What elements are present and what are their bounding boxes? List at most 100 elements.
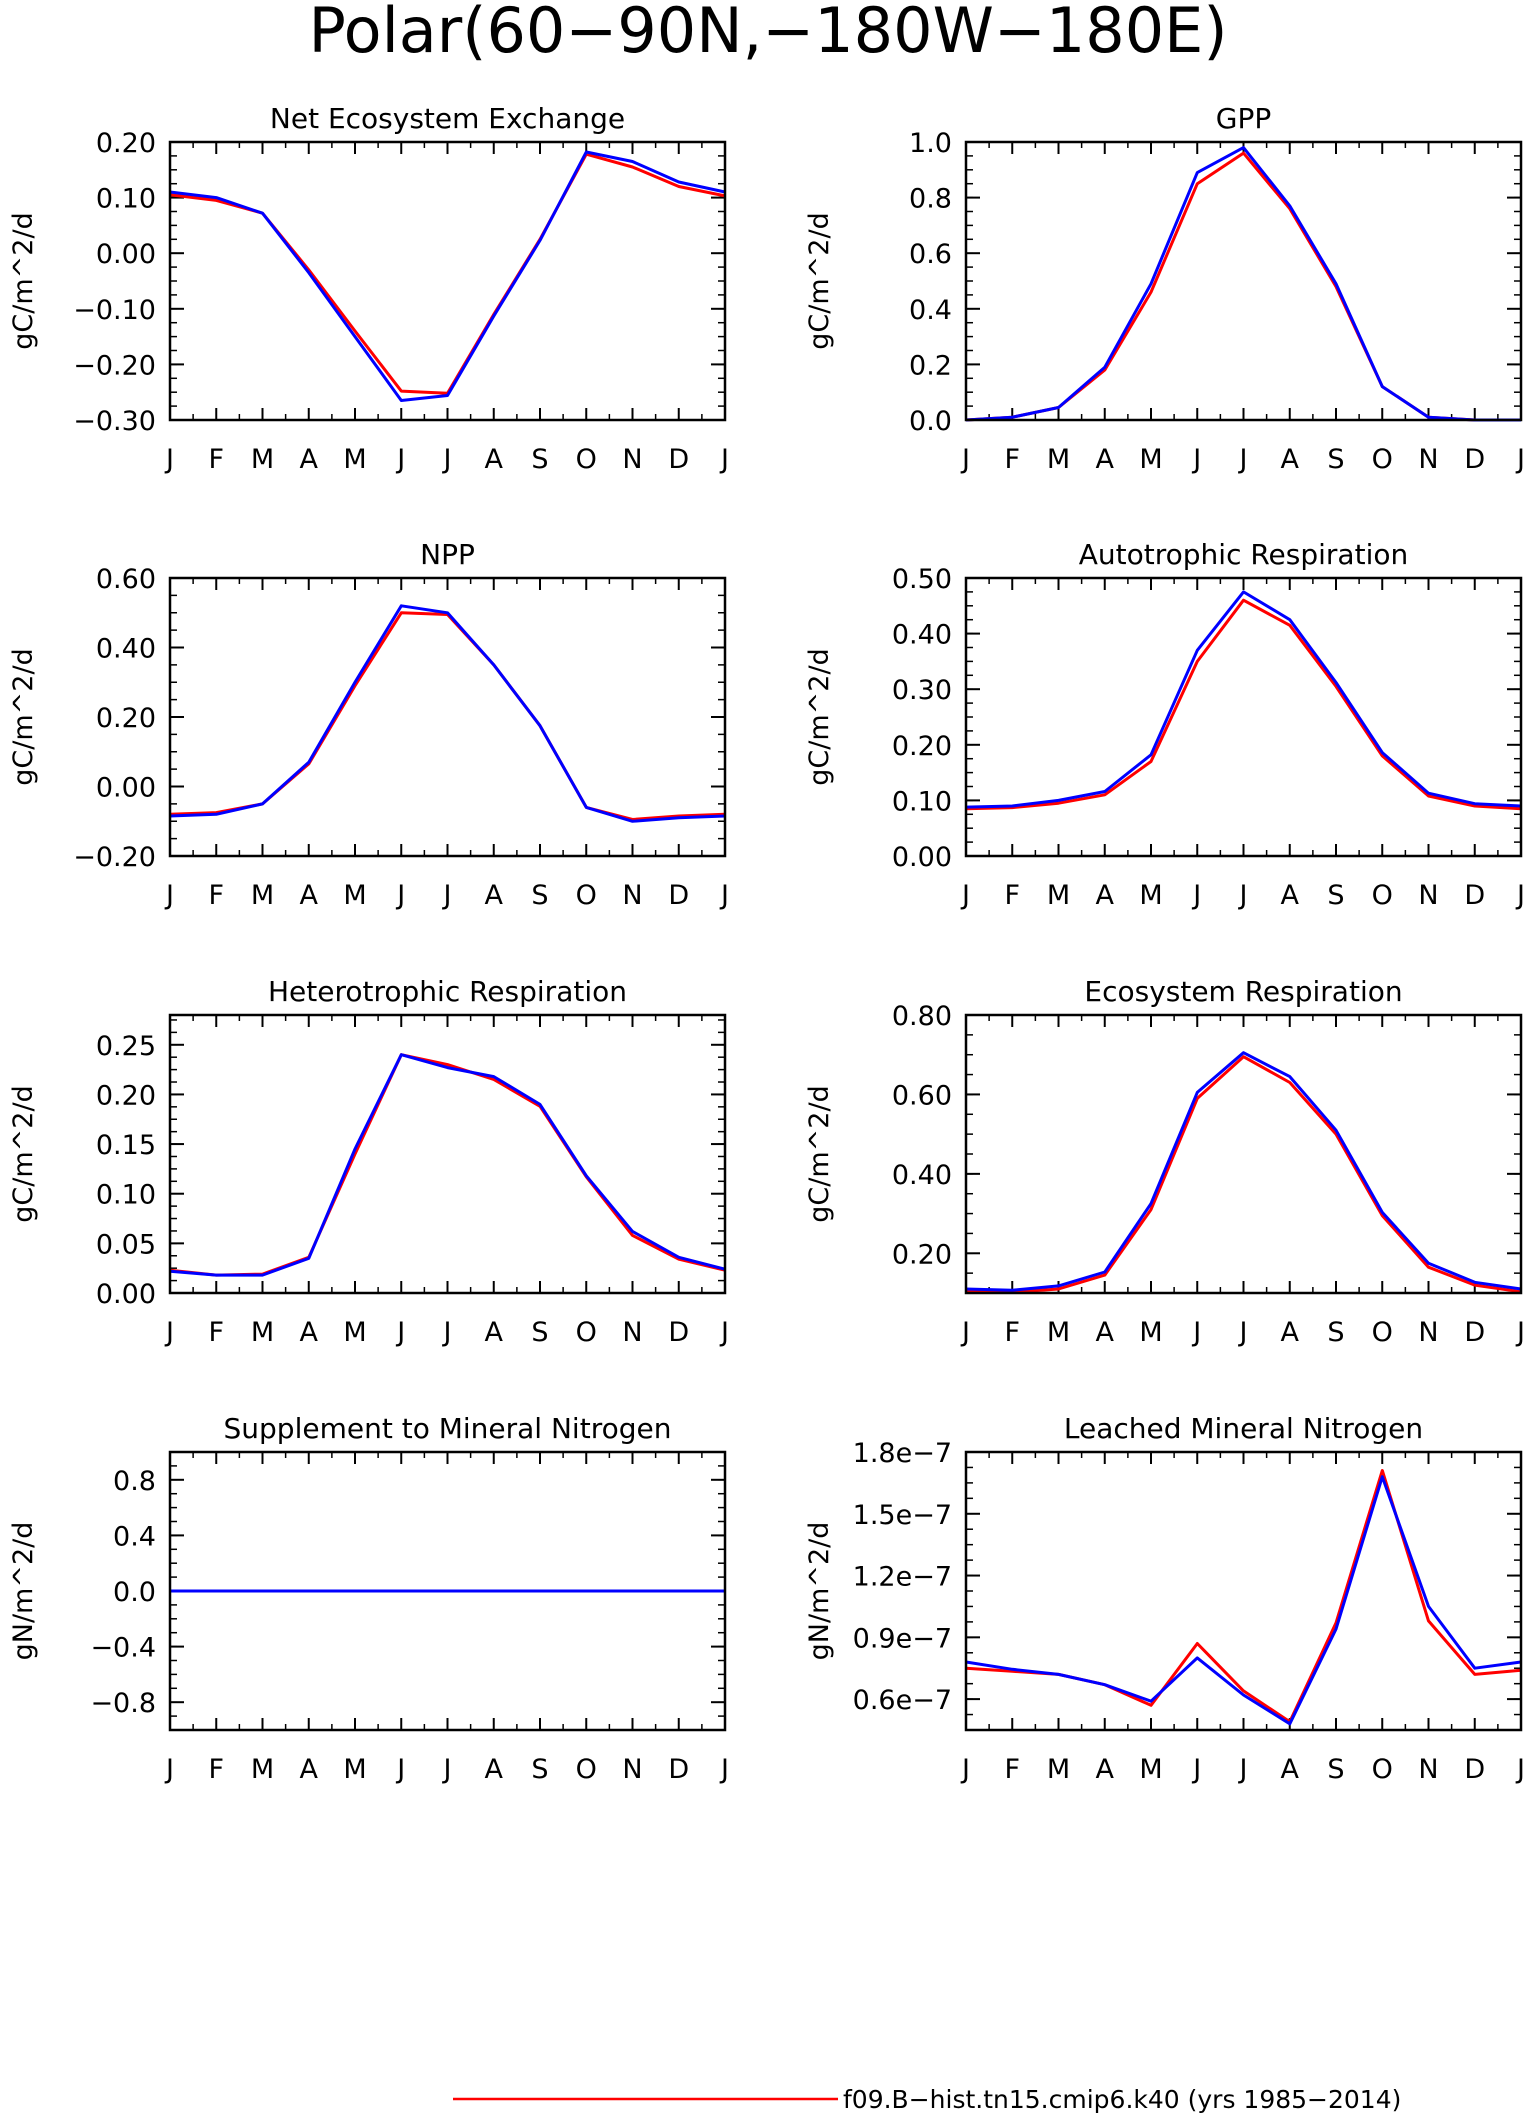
- x-tick-label: M: [343, 444, 366, 475]
- panel-title: Heterotrophic Respiration: [268, 975, 627, 1008]
- x-tick-label: S: [531, 1754, 548, 1785]
- series-line: [965, 146, 1521, 422]
- x-tick-label: J: [395, 444, 405, 475]
- x-tick-label: N: [622, 444, 642, 475]
- series-line: [169, 604, 726, 823]
- chart-panel: Supplement to Mineral Nitrogen gN/m^2/d J F…: [8, 1412, 729, 1785]
- x-tick-label: A: [485, 880, 504, 911]
- x-tick-label: J: [719, 1317, 729, 1348]
- y-axis-label: gC/m^2/d: [8, 1085, 39, 1222]
- x-tick-label: M: [343, 880, 366, 911]
- x-tick-label: J: [164, 880, 174, 911]
- x-tick-label: J: [1515, 1317, 1525, 1348]
- x-tick-label: D: [668, 444, 689, 475]
- x-tick-label: J: [1515, 444, 1525, 475]
- y-tick-label: 0.9e−7: [853, 1623, 952, 1654]
- x-tick-label: A: [1096, 444, 1115, 475]
- plot-frame: [964, 576, 1523, 858]
- y-tick-label: 1.0: [909, 128, 952, 159]
- plot-frame: [168, 1450, 727, 1732]
- x-tick-label: N: [1418, 444, 1438, 475]
- x-tick-label: F: [208, 444, 224, 475]
- x-tick-label: A: [1281, 1754, 1300, 1785]
- x-tick-label: J: [1515, 1754, 1525, 1785]
- y-tick-label: 0.40: [892, 620, 952, 651]
- y-tick-label: 0.8: [113, 1466, 156, 1497]
- x-tick-label: O: [576, 444, 597, 475]
- y-tick-label: 0.4: [909, 295, 952, 326]
- y-tick-label: 0.4: [113, 1521, 156, 1552]
- x-tick-label: J: [960, 1754, 970, 1785]
- y-axis-label: gC/m^2/d: [8, 212, 39, 349]
- x-tick-label: J: [719, 1754, 729, 1785]
- x-tick-label: A: [1096, 1754, 1115, 1785]
- x-tick-label: J: [442, 1317, 452, 1348]
- y-tick-label: 0.00: [892, 842, 952, 873]
- y-tick-label: 0.00: [96, 239, 156, 270]
- panel-title: Leached Mineral Nitrogen: [1064, 1412, 1423, 1445]
- x-tick-label: J: [960, 444, 970, 475]
- y-tick-label: 0.40: [892, 1160, 952, 1191]
- x-tick-label: A: [485, 1317, 504, 1348]
- x-tick-label: J: [960, 880, 970, 911]
- x-tick-label: A: [1281, 444, 1300, 475]
- x-tick-label: D: [1464, 1317, 1485, 1348]
- y-tick-label: 0.10: [892, 786, 952, 817]
- x-tick-label: J: [1191, 1317, 1201, 1348]
- x-tick-label: S: [1327, 444, 1344, 475]
- x-tick-label: M: [1139, 444, 1162, 475]
- series-line: [169, 152, 726, 395]
- legend-label: f09.B−hist.tn15.cmip6.k40 (yrs 1985−2014…: [843, 2085, 1401, 2114]
- x-tick-label: J: [395, 880, 405, 911]
- x-tick-label: O: [1372, 1317, 1393, 1348]
- series-line: [169, 611, 726, 821]
- y-tick-label: 1.2e−7: [853, 1562, 952, 1593]
- plot-frame: [168, 140, 727, 422]
- x-tick-label: J: [960, 1317, 970, 1348]
- x-tick-label: D: [1464, 880, 1485, 911]
- x-tick-label: D: [668, 1754, 689, 1785]
- x-tick-label: J: [1191, 444, 1201, 475]
- x-tick-label: F: [208, 1754, 224, 1785]
- x-tick-label: J: [1515, 880, 1525, 911]
- y-tick-label: 1.8e−7: [853, 1438, 952, 1469]
- y-tick-label: 0.10: [96, 1180, 156, 1211]
- x-tick-label: M: [251, 1317, 274, 1348]
- x-tick-label: A: [300, 444, 319, 475]
- x-tick-label: O: [1372, 880, 1393, 911]
- x-tick-label: M: [251, 880, 274, 911]
- x-tick-label: J: [164, 1317, 174, 1348]
- series-line: [965, 151, 1521, 422]
- y-tick-label: −0.10: [73, 295, 156, 326]
- y-tick-label: 0.40: [96, 634, 156, 665]
- x-tick-label: D: [668, 880, 689, 911]
- y-tick-label: −0.8: [90, 1688, 156, 1719]
- x-tick-label: S: [1327, 1317, 1344, 1348]
- y-tick-label: 0.6e−7: [853, 1685, 952, 1716]
- x-tick-label: M: [1139, 1317, 1162, 1348]
- x-tick-label: J: [442, 444, 452, 475]
- series-line: [965, 1475, 1522, 1726]
- x-tick-label: N: [622, 1317, 642, 1348]
- y-tick-label: 0.80: [892, 1001, 952, 1032]
- x-tick-label: M: [251, 1754, 274, 1785]
- y-tick-label: 0.00: [96, 773, 156, 804]
- x-tick-label: N: [622, 880, 642, 911]
- y-tick-label: 0.2: [909, 350, 952, 381]
- x-tick-label: N: [1418, 880, 1438, 911]
- series-line: [169, 1053, 726, 1277]
- x-tick-label: A: [485, 444, 504, 475]
- x-tick-label: J: [442, 1754, 452, 1785]
- y-tick-label: 0.60: [892, 1080, 952, 1111]
- x-tick-label: O: [576, 1317, 597, 1348]
- y-tick-label: 0.10: [96, 184, 156, 215]
- x-tick-label: O: [576, 880, 597, 911]
- x-tick-label: O: [576, 1754, 597, 1785]
- x-tick-label: M: [343, 1754, 366, 1785]
- series-line: [965, 590, 1522, 809]
